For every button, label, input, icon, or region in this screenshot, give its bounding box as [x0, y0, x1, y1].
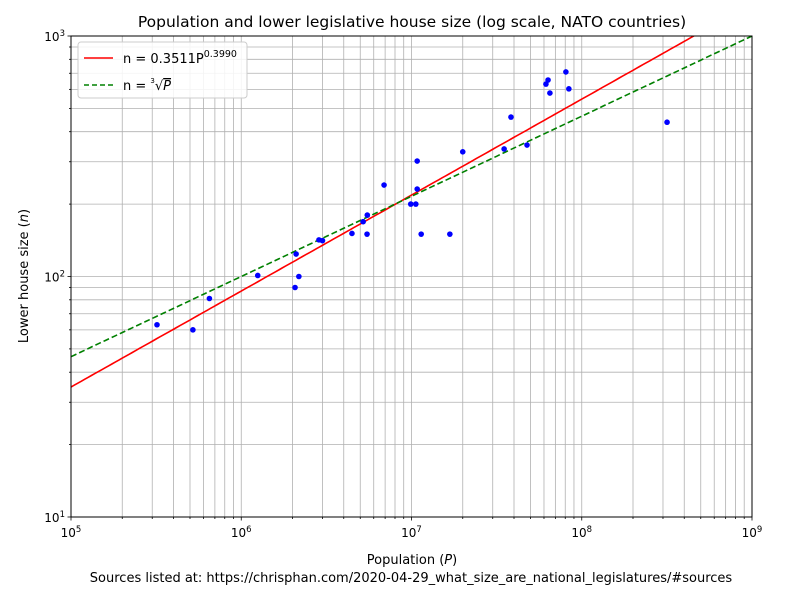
x-tick-label-exp: 9	[757, 525, 762, 535]
legend-box	[77, 41, 248, 99]
data-point	[360, 218, 366, 225]
legend-fit-exponent: 0.3990	[204, 49, 237, 60]
data-point	[190, 327, 196, 333]
y-tick-label-exp: 1	[60, 510, 65, 520]
data-point	[206, 295, 213, 302]
x-tick-label-exp: 5	[76, 525, 81, 535]
data-point	[413, 201, 419, 207]
y-tick-label: 103	[44, 29, 65, 44]
data-point	[319, 237, 326, 244]
x-tick-label-base: 10	[61, 526, 76, 540]
chart-title: Population and lower legislative house s…	[138, 13, 686, 31]
x-tick-label-exp: 6	[246, 525, 251, 535]
legend-label-cuberoot: n = 3√P	[123, 77, 171, 94]
data-point	[566, 86, 572, 92]
legend-fit-main: n = 0.3511P	[123, 52, 204, 67]
legend-label-fit: n = 0.3511P0.3990	[123, 49, 237, 67]
x-tick-label: 109	[742, 525, 763, 540]
legend-cuberoot-main: n =	[123, 79, 150, 94]
y-tick-label-exp: 2	[60, 270, 65, 280]
y-tick-label: 101	[44, 510, 65, 525]
data-point	[447, 231, 453, 237]
x-axis-label: Population (P)	[367, 553, 457, 568]
x-tick-label-base: 10	[231, 526, 246, 540]
data-point	[414, 158, 420, 164]
sources-footer: Sources listed at: https://chrisphan.com…	[90, 571, 733, 586]
data-point	[293, 251, 299, 257]
x-tick-label-exp: 7	[416, 525, 421, 535]
data-point	[296, 273, 302, 280]
data-point	[154, 321, 160, 328]
data-points	[154, 69, 670, 333]
data-point	[459, 148, 466, 155]
y-tick-label-base: 10	[44, 271, 59, 285]
y-tick-label-base: 10	[44, 511, 59, 525]
fit-lines	[71, 36, 752, 388]
x-tick-label-base: 10	[742, 526, 757, 540]
x-tick-label: 108	[571, 525, 592, 540]
x-tick-label-base: 10	[401, 526, 416, 540]
data-point	[254, 272, 261, 279]
x-tick-label-base: 10	[571, 526, 586, 540]
data-point	[508, 114, 514, 120]
data-point	[501, 146, 507, 152]
data-point	[545, 77, 551, 83]
data-point	[418, 231, 424, 237]
y-tick-label-exp: 3	[60, 29, 65, 39]
data-point	[381, 182, 387, 188]
data-point	[563, 69, 569, 75]
data-point	[292, 284, 298, 291]
legend-root-var: P	[163, 79, 171, 94]
data-point	[547, 90, 553, 96]
y-tick-label-base: 10	[44, 30, 59, 44]
data-point	[349, 230, 355, 237]
legend-root-index: 3	[150, 77, 154, 85]
data-point	[407, 201, 414, 207]
legend: n = 0.3511P0.3990 n = 3√P	[77, 41, 248, 99]
y-tick-label: 102	[44, 270, 65, 285]
data-point	[414, 186, 420, 192]
x-tick-label: 106	[231, 525, 252, 540]
grid	[70, 35, 753, 518]
power-fit-line	[71, 36, 696, 388]
y-axis-label: Lower house size (n)	[17, 209, 32, 343]
data-point	[664, 119, 670, 126]
x-tick-label: 107	[401, 525, 422, 540]
data-point	[524, 142, 530, 148]
x-tick-label: 105	[61, 525, 82, 540]
data-point	[364, 231, 370, 237]
x-tick-label-exp: 8	[587, 525, 592, 535]
data-point	[364, 212, 371, 218]
